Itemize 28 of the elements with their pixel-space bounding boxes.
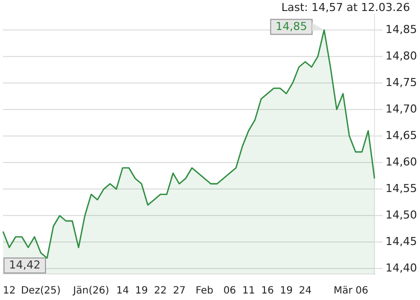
y-tick-label: 14,70 [386,102,418,116]
y-tick-label: 14,40 [386,262,418,275]
x-tick-label: 24 [298,286,312,297]
y-tick-label: 14,85 [386,22,418,36]
y-tick-label: 14,55 [386,182,418,195]
x-tick-label: 06 [356,286,368,297]
x-tick-label: 22 [154,286,167,297]
y-tick-label: 14,60 [386,155,418,168]
annotation: 14,42 [8,258,40,272]
x-tick-label: 12 [2,286,16,297]
y-tick-label: 14,65 [386,128,418,142]
x-tick-label: 16 [261,286,274,297]
x-tick-label: 19 [280,286,293,297]
x-tick-label: Feb [196,286,214,297]
x-tick-label: Mär [334,286,354,297]
y-tick-label: 14,50 [386,208,418,222]
x-tick-label: Dez(25) [20,286,61,297]
y-tick-label: 14,75 [386,76,418,89]
y-tick-label: 14,80 [386,49,418,62]
text: Last: 14,57 at 12.03.26 [281,0,410,14]
annotation: 14,85 [276,20,308,33]
x-tick-label: Jän(26) [72,286,110,297]
x-tick-label: 14 [116,286,130,297]
x-tick-label: 11 [242,286,255,297]
x-tick-label: 19 [135,286,148,297]
x-tick-label: 27 [172,286,186,297]
x-tick-label: 06 [223,286,236,297]
y-tick-label: 14,45 [386,235,418,248]
